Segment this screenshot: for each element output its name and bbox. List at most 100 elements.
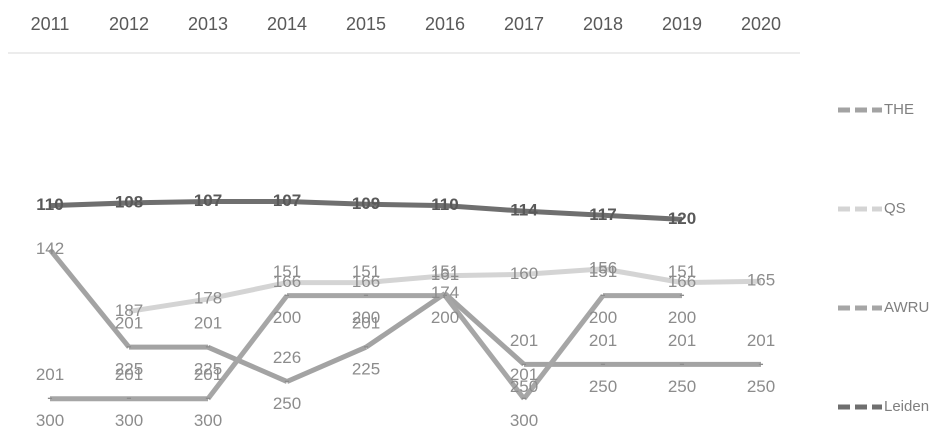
line-segment bbox=[602, 266, 683, 286]
x-tick-label: 2015 bbox=[346, 14, 386, 34]
line-segment bbox=[443, 291, 526, 367]
x-tick-label: 2012 bbox=[109, 14, 149, 34]
data-label: 107 bbox=[273, 191, 301, 210]
data-label: 142 bbox=[36, 239, 64, 258]
line-segment bbox=[207, 344, 288, 384]
line-segment bbox=[365, 201, 446, 209]
line-segment bbox=[444, 271, 525, 279]
line-segment bbox=[286, 199, 367, 207]
data-label-separator: - bbox=[284, 371, 290, 390]
data-label: 107 bbox=[194, 191, 222, 210]
line-segment bbox=[206, 294, 289, 401]
data-label: 200 bbox=[273, 308, 301, 327]
data-label: 166 bbox=[668, 272, 696, 291]
data-label: 201 bbox=[668, 331, 696, 350]
data-label: 165 bbox=[747, 271, 775, 290]
x-tick-label: 2019 bbox=[662, 14, 702, 34]
data-label: 250 bbox=[510, 377, 538, 396]
line-segment bbox=[49, 200, 130, 209]
line-segment bbox=[443, 294, 526, 401]
data-label: 225 bbox=[352, 360, 380, 379]
data-label-separator: - bbox=[600, 354, 606, 373]
data-label: 300 bbox=[194, 411, 222, 430]
legend-label: Leiden bbox=[884, 398, 929, 415]
data-label: 201 bbox=[115, 314, 143, 333]
data-label: 300 bbox=[36, 411, 64, 430]
line-segment bbox=[523, 208, 604, 218]
data-label: 201 bbox=[510, 331, 538, 350]
data-label: 109 bbox=[352, 194, 380, 213]
data-label: 151 bbox=[589, 262, 617, 281]
data-label: 226 bbox=[273, 348, 301, 367]
data-label: 250 bbox=[747, 377, 775, 396]
data-label: 200 bbox=[589, 308, 617, 327]
line-segment bbox=[128, 296, 209, 314]
data-label-separator: - bbox=[363, 285, 369, 304]
line-segment bbox=[364, 291, 447, 350]
data-label: 201 bbox=[352, 314, 380, 333]
data-label: 166 bbox=[273, 272, 301, 291]
data-label: 300 bbox=[115, 411, 143, 430]
data-label: 151 bbox=[273, 262, 301, 281]
data-label: 201 bbox=[115, 365, 143, 384]
x-tick-label: 2013 bbox=[188, 14, 228, 34]
line-segment bbox=[207, 280, 288, 302]
data-label-separator: - bbox=[758, 354, 764, 373]
data-label: 156 bbox=[589, 258, 617, 277]
line-segment bbox=[522, 294, 605, 401]
data-label-separator: - bbox=[521, 354, 527, 373]
data-label: 201 bbox=[510, 365, 538, 384]
data-label: 250 bbox=[273, 394, 301, 413]
data-label-separator: - bbox=[600, 285, 606, 304]
data-label: 187 bbox=[115, 301, 143, 320]
legend-label: AWRU bbox=[884, 299, 929, 316]
data-label: 200 bbox=[668, 308, 696, 327]
data-label-separator: - bbox=[47, 388, 53, 407]
data-label: 250 bbox=[668, 377, 696, 396]
x-tick-label: 2011 bbox=[31, 14, 70, 34]
data-label: 201 bbox=[36, 365, 64, 384]
line-segment bbox=[48, 248, 131, 349]
data-label: 166 bbox=[352, 272, 380, 291]
data-label: 200 bbox=[431, 308, 459, 327]
data-label: 201 bbox=[747, 331, 775, 350]
data-label: 201 bbox=[194, 365, 222, 384]
data-label: 225 bbox=[194, 360, 222, 379]
data-label-separator: - bbox=[521, 388, 527, 407]
data-label: 300 bbox=[510, 411, 538, 430]
x-tick-label: 2018 bbox=[583, 14, 623, 34]
data-label: 201 bbox=[194, 314, 222, 333]
line-segment bbox=[286, 344, 367, 384]
x-tick-label: 2020 bbox=[741, 14, 781, 34]
data-label: 201 bbox=[589, 331, 617, 350]
data-label: 151 bbox=[352, 262, 380, 281]
data-label-separator: - bbox=[126, 388, 132, 407]
data-label: 114 bbox=[510, 201, 538, 220]
line-segment bbox=[365, 273, 446, 286]
data-label: 110 bbox=[36, 195, 63, 214]
data-label: 250 bbox=[589, 377, 617, 396]
x-tick-label: 2016 bbox=[425, 14, 465, 34]
x-tick-label: 2017 bbox=[504, 14, 544, 34]
data-label-separator: - bbox=[679, 354, 685, 373]
line-segment bbox=[602, 212, 683, 222]
line-segment bbox=[681, 278, 762, 286]
data-label: 110 bbox=[431, 195, 458, 214]
data-label-separator: - bbox=[284, 285, 290, 304]
data-label-separator: - bbox=[205, 337, 211, 356]
data-label: 174 bbox=[431, 283, 459, 302]
data-label-separator: - bbox=[679, 285, 685, 304]
data-label: 225 bbox=[115, 360, 143, 379]
data-label: 160 bbox=[510, 264, 538, 283]
data-label: 161 bbox=[431, 265, 459, 284]
data-label: 108 bbox=[115, 192, 143, 211]
line-segment bbox=[444, 203, 525, 214]
data-label: 200 bbox=[352, 308, 380, 327]
data-label-separator: - bbox=[363, 337, 369, 356]
data-label: 120 bbox=[668, 209, 696, 228]
x-tick-label: 2014 bbox=[267, 14, 307, 34]
legend-label: THE bbox=[884, 101, 914, 118]
data-label: 151 bbox=[431, 262, 459, 281]
legend-label: QS bbox=[884, 200, 906, 217]
